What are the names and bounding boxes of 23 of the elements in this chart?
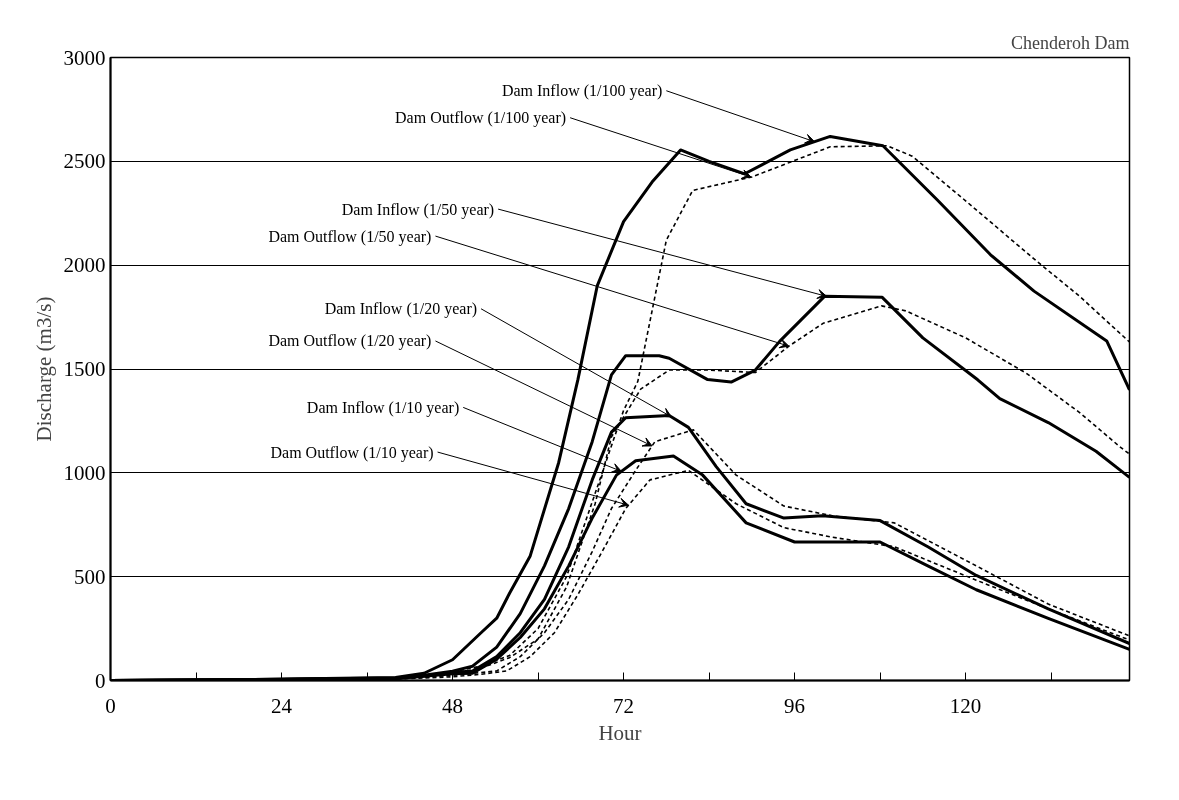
y-tick-label: 2000 (63, 253, 106, 278)
y-tick-label: 1500 (63, 357, 106, 381)
x-tick-label: 48 (442, 693, 464, 718)
text: Dam Inflow (1/100 year) (501, 82, 663, 101)
text: Dam Outflow (1/100 year) (395, 109, 567, 128)
x-axis-title: Hour (598, 720, 642, 745)
y-tick-label: 0 (95, 668, 106, 693)
x-tick-label: 72 (613, 693, 635, 718)
x-tick-label: 96 (784, 693, 806, 718)
text: Dam Outflow (1/50 year) (268, 227, 432, 246)
y-tick-label: 500 (74, 564, 106, 589)
text: Dam Outflow (1/20 year) (268, 332, 432, 351)
y-tick-label: 1000 (63, 460, 106, 485)
y-tick-label: 3000 (63, 45, 106, 70)
x-tick-label: 24 (271, 693, 293, 718)
text: Dam Inflow (1/10 year) (306, 398, 460, 417)
y-tick-label: 2500 (63, 149, 106, 174)
x-tick-label: 120 (949, 693, 982, 718)
chart-title: Chenderoh Dam (1011, 32, 1130, 53)
text: Dam Inflow (1/20 year) (324, 300, 478, 319)
text: Dam Outflow (1/10 year) (270, 443, 434, 462)
y-axis-title: Discharge (m3/s) (31, 296, 56, 442)
text: Dam Inflow (1/50 year) (341, 200, 495, 219)
